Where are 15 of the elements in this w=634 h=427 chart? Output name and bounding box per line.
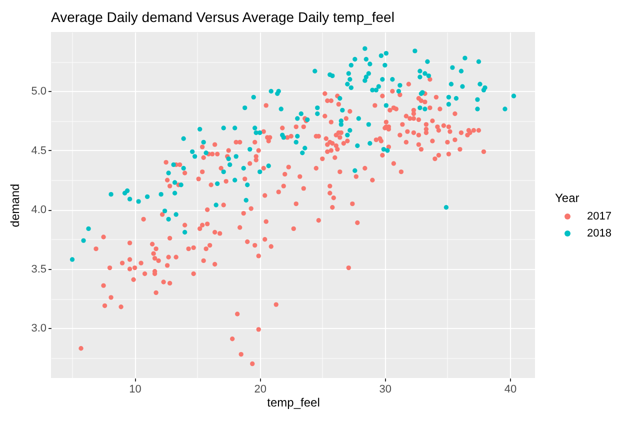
y-tick-label: 4.5 xyxy=(31,144,46,157)
legend-label: 2017 xyxy=(587,210,612,222)
y-tick-label: 5.0 xyxy=(31,86,46,98)
x-tick-label: 40 xyxy=(504,384,517,396)
x-tick-label: 30 xyxy=(379,384,392,396)
legend-label: 2018 xyxy=(587,228,612,240)
y-tick-label: 3.5 xyxy=(31,263,46,276)
y-axis-title: demand xyxy=(8,184,22,228)
chart-title: Average Daily demand Versus Average Daily temp_feel xyxy=(51,9,394,25)
y-tick-label: 3.0 xyxy=(31,322,46,335)
y-tick-label: 4.0 xyxy=(31,204,46,216)
x-tick-label: 10 xyxy=(129,384,142,396)
x-tick-label: 20 xyxy=(254,384,266,396)
legend-title: Year xyxy=(555,191,580,205)
x-axis-title: temp_feel xyxy=(267,396,320,410)
